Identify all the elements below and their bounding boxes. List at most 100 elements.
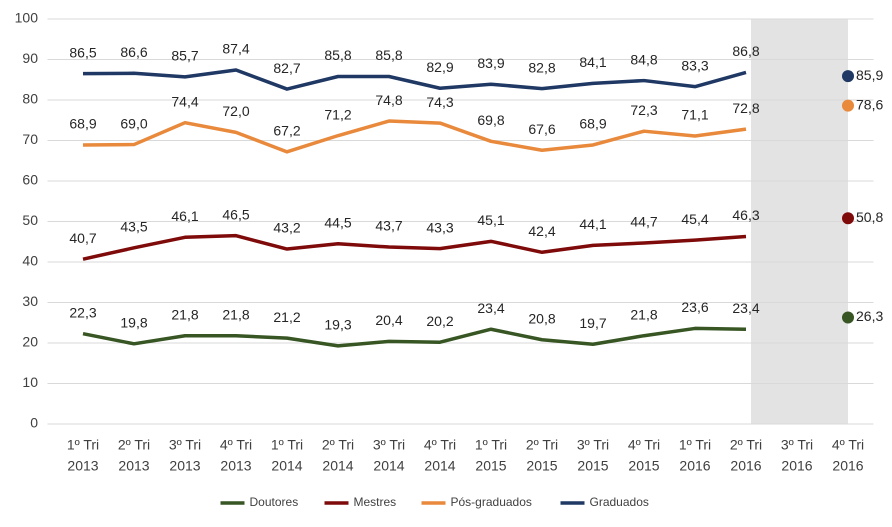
value-label: 82,7 <box>273 60 300 76</box>
y-tick-label: 30 <box>22 293 38 309</box>
x-tick-label: 2013 <box>67 458 98 474</box>
value-label: 21,8 <box>222 306 249 322</box>
projection-point <box>842 212 854 225</box>
series-line <box>82 326 747 348</box>
value-label: 82,8 <box>528 59 555 75</box>
y-tick-label: 10 <box>22 374 38 390</box>
value-label: 46,5 <box>222 206 249 222</box>
value-label: 22,3 <box>69 304 96 320</box>
value-label: 20,4 <box>375 312 402 328</box>
value-label: 86,6 <box>120 44 147 60</box>
y-tick-label: 40 <box>22 253 38 269</box>
value-label: 21,2 <box>273 309 300 325</box>
value-label: 19,3 <box>324 317 351 333</box>
x-tick-label: 2013 <box>220 458 251 474</box>
value-label: 67,2 <box>273 123 300 139</box>
x-tick-label: 2014 <box>373 458 404 474</box>
series-line <box>82 68 747 91</box>
value-label: 43,5 <box>120 219 147 235</box>
y-tick-label: 80 <box>22 91 38 107</box>
value-label: 19,7 <box>579 315 606 331</box>
x-tick-label: 1º Tri <box>475 437 507 453</box>
value-label: 21,8 <box>171 306 198 322</box>
series-line <box>82 233 747 261</box>
x-tick-label: 3º Tri <box>169 437 201 453</box>
value-label: 20,8 <box>528 310 555 326</box>
value-label: 74,3 <box>426 94 453 110</box>
value-label: 19,8 <box>120 315 147 331</box>
x-tick-label: 2º Tri <box>322 437 354 453</box>
value-label: 84,8 <box>630 51 657 67</box>
value-label: 26,3 <box>856 308 883 324</box>
y-tick-label: 50 <box>22 212 38 228</box>
value-label: 50,8 <box>856 209 883 225</box>
value-label: 23,4 <box>477 300 504 316</box>
x-tick-label: 2016 <box>781 458 812 474</box>
x-tick-label: 2016 <box>679 458 710 474</box>
value-label: 45,4 <box>681 211 708 227</box>
x-tick-label: 2016 <box>832 458 863 474</box>
value-label: 82,9 <box>426 59 453 75</box>
value-label: 44,1 <box>579 216 606 232</box>
value-label: 44,7 <box>630 214 657 230</box>
value-label: 43,3 <box>426 219 453 235</box>
projection-point <box>842 311 854 324</box>
x-tick-label: 2015 <box>577 458 608 474</box>
y-tick-label: 20 <box>22 334 38 350</box>
value-label: 83,3 <box>681 57 708 73</box>
value-label: 23,6 <box>681 299 708 315</box>
x-tick-label: 2013 <box>118 458 149 474</box>
value-label: 69,8 <box>477 112 504 128</box>
x-tick-label: 2º Tri <box>730 437 762 453</box>
value-label: 20,2 <box>426 313 453 329</box>
legend-label: Graduados <box>590 495 649 509</box>
x-tick-label: 2º Tri <box>118 437 150 453</box>
x-tick-label: 2014 <box>322 458 353 474</box>
value-label: 40,7 <box>69 230 96 246</box>
x-tick-label: 4º Tri <box>832 437 864 453</box>
value-label: 43,7 <box>375 218 402 234</box>
value-label: 45,1 <box>477 212 504 228</box>
value-label: 74,8 <box>375 92 402 108</box>
value-label: 86,8 <box>732 43 759 59</box>
projection-point <box>842 70 854 83</box>
value-label: 43,2 <box>273 220 300 236</box>
x-tick-label: 2015 <box>628 458 659 474</box>
value-label: 72,8 <box>732 100 759 116</box>
value-label: 86,5 <box>69 44 96 60</box>
x-tick-label: 2º Tri <box>526 437 558 453</box>
x-tick-label: 2014 <box>424 458 455 474</box>
value-label: 68,9 <box>579 116 606 132</box>
value-label: 85,9 <box>856 67 883 83</box>
value-label: 69,0 <box>120 115 147 131</box>
value-label: 72,0 <box>222 103 249 119</box>
value-label: 46,3 <box>732 207 759 223</box>
x-tick-label: 1º Tri <box>271 437 303 453</box>
value-label: 85,8 <box>324 47 351 63</box>
x-tick-label: 3º Tri <box>781 437 813 453</box>
value-label: 84,1 <box>579 54 606 70</box>
value-label: 85,8 <box>375 47 402 63</box>
x-tick-label: 2014 <box>271 458 302 474</box>
value-label: 83,9 <box>477 55 504 71</box>
x-tick-label: 3º Tri <box>373 437 405 453</box>
value-label: 74,4 <box>171 93 198 109</box>
y-tick-label: 100 <box>15 10 39 26</box>
y-tick-label: 60 <box>22 172 38 188</box>
x-tick-label: 2015 <box>475 458 506 474</box>
value-label: 71,2 <box>324 106 351 122</box>
legend-label: Mestres <box>354 495 397 509</box>
x-tick-label: 1º Tri <box>679 437 711 453</box>
series-line <box>82 119 747 154</box>
x-tick-label: 2013 <box>169 458 200 474</box>
value-label: 68,9 <box>69 116 96 132</box>
x-tick-label: 4º Tri <box>424 437 456 453</box>
x-tick-label: 2016 <box>730 458 761 474</box>
projection-point <box>842 99 854 112</box>
value-label: 44,5 <box>324 214 351 230</box>
legend-label: Doutores <box>250 495 299 509</box>
value-label: 71,1 <box>681 107 708 123</box>
x-tick-label: 3º Tri <box>577 437 609 453</box>
value-label: 85,7 <box>171 48 198 64</box>
y-tick-label: 0 <box>30 415 38 431</box>
